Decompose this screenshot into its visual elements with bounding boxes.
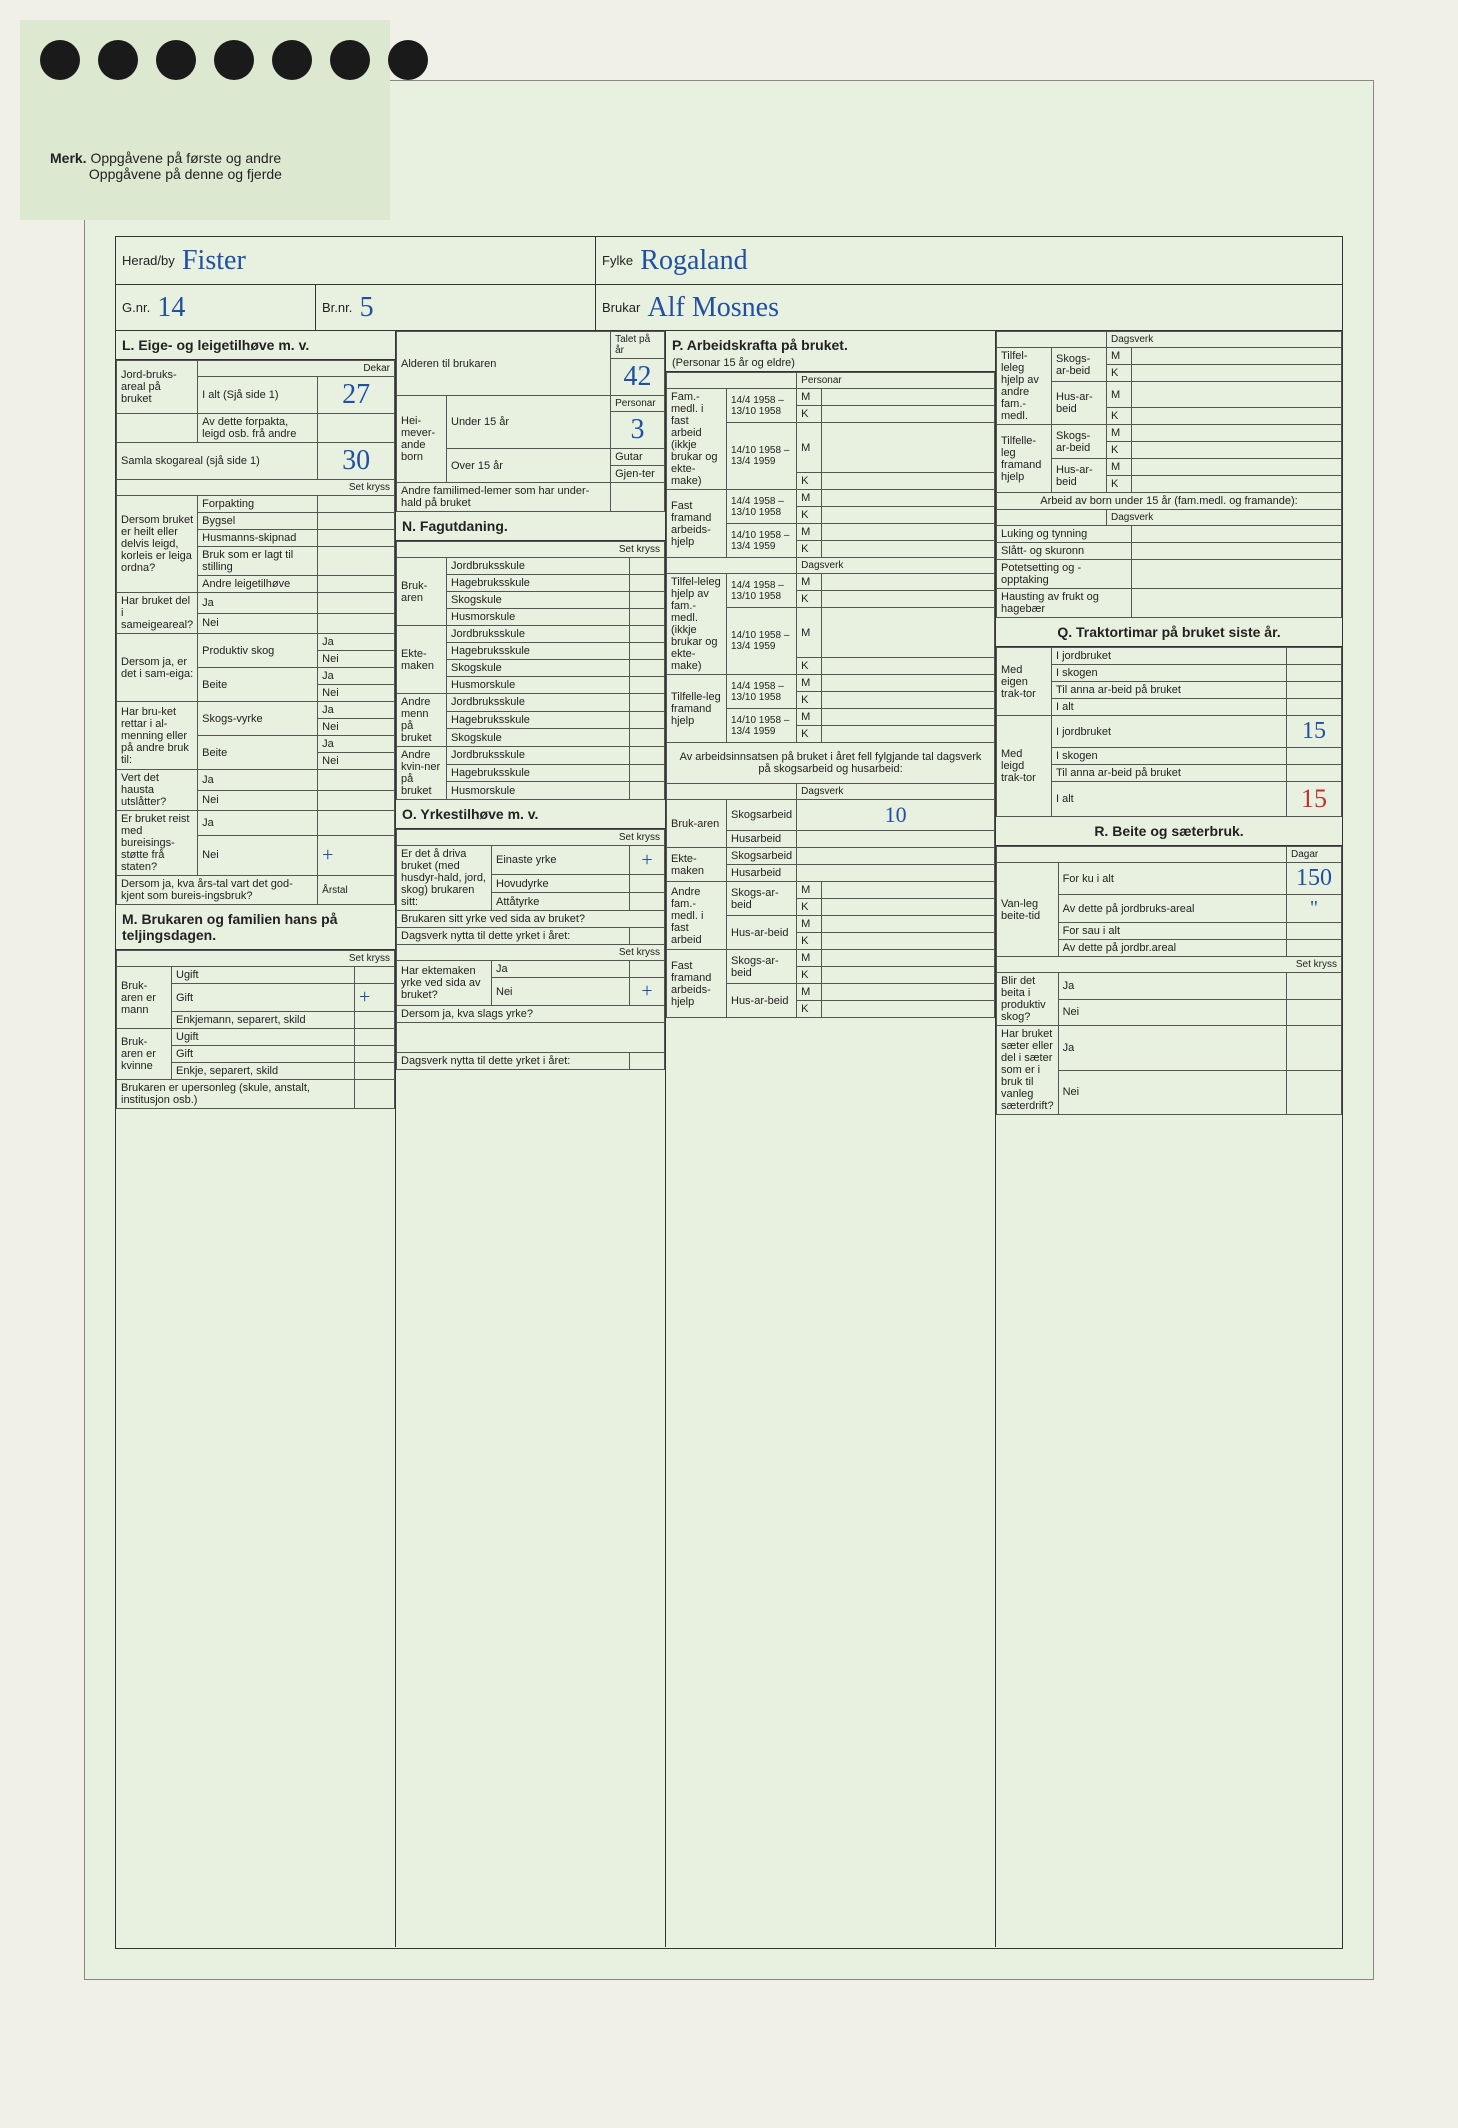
alder-value: 42 (624, 361, 652, 392)
samla-label: Samla skogareal (sjå side 1) (117, 443, 318, 480)
bygsel: Bygsel (198, 513, 318, 530)
mann-label: Bruk-aren er mann (117, 967, 172, 1029)
skogsvyrke: Skogs-vyrke (198, 702, 318, 736)
column-3: P. Arbeidskrafta på bruket. (Personar 15… (666, 331, 996, 1947)
brnr-label: Br.nr. (322, 300, 352, 315)
merk-line1: Oppgåvene på første og andre (90, 150, 281, 166)
section-L-table: Jord-bruks-areal på bruket Dekar I alt (… (116, 360, 395, 905)
gnr-label: G.nr. (122, 300, 150, 315)
section-N-title: N. Fagutdaning. (396, 512, 665, 541)
punch-hole (388, 40, 428, 80)
under15-label: Under 15 år (447, 396, 611, 449)
column-1: L. Eige- og leigetilhøve m. v. Jord-bruk… (116, 331, 396, 1947)
punch-hole (214, 40, 254, 80)
section-R-title: R. Beite og sæterbruk. (996, 817, 1342, 846)
section-M-table: Set kryss Bruk-aren er mann Ugift Gift+ … (116, 950, 395, 1109)
harbrukrettar-label: Har bru-ket rettar i al-menning eller på… (117, 702, 198, 770)
section-Q-title: Q. Traktortimar på bruket siste år. (996, 618, 1342, 647)
husmann: Husmanns-skipnad (198, 530, 318, 547)
fylke-value: Rogaland (640, 245, 747, 277)
section-M-title: M. Brukaren og familien hans på teljings… (116, 905, 395, 950)
punch-card-strip: Merk. Oppgåvene på første og andre Oppgå… (20, 20, 390, 220)
avdette-value: " (1310, 897, 1318, 919)
brukar-label: Brukar (602, 300, 640, 315)
dersom-label: Dersom bruket er heilt eller delvis leig… (117, 496, 198, 593)
age-table: Alderen til brukaren Talet på år 42 Hei-… (396, 331, 665, 512)
avdette-label: Av dette forpakta, leigd osb. frå andre (198, 414, 318, 443)
andrefam: Andre familimed-lemer som har under-hald… (397, 483, 611, 512)
leigd-ialt-value: 15 (1301, 784, 1327, 813)
ja: Ja (198, 593, 318, 614)
section-N-table: Set kryss Bruk-aren Jordbruksskule Hageb… (396, 541, 665, 800)
dersomja-label: Dersom ja, er det i sam-eiga: (117, 634, 198, 702)
punch-hole (156, 40, 196, 80)
section-R-table: Dagar Van-leg beite-tid For ku i alt 150… (996, 846, 1342, 1115)
samla-value: 30 (342, 445, 370, 476)
jordbruk-label: Jord-bruks-areal på bruket (117, 361, 198, 414)
section-L-title: L. Eige- og leigetilhøve m. v. (116, 331, 395, 360)
section-O-table: Set kryss Er det å driva bruket (med hus… (396, 829, 665, 1070)
census-form: Herad/by Fister Fylke Rogaland G.nr. 14 … (115, 236, 1343, 1949)
fylke-label: Fylke (602, 253, 633, 268)
punch-hole (272, 40, 312, 80)
beite: Beite (198, 668, 318, 702)
form-columns: L. Eige- og leigetilhøve m. v. Jord-bruk… (116, 331, 1342, 1947)
gnr-value: 14 (157, 292, 185, 324)
prodskog: Produktiv skog (198, 634, 318, 668)
erdet-label: Er det å driva bruket (med husdyr-hald, … (397, 846, 492, 911)
punch-hole (98, 40, 138, 80)
section-P-title: P. Arbeidskrafta på bruket. (Personar 15… (666, 331, 995, 372)
nei: Nei (198, 613, 318, 634)
dekar-label: Dekar (198, 361, 395, 377)
gift-value: + (359, 986, 370, 1008)
vert-label: Vert det hausta utslåtter? (117, 770, 198, 811)
form-page: Herad/by Fister Fylke Rogaland G.nr. 14 … (84, 80, 1374, 1980)
bruksom: Bruk som er lagt til stilling (198, 547, 318, 576)
arstal-label: Dersom ja, kva års-tal vart det god-kjen… (117, 876, 318, 905)
leigd-jord-value: 15 (1302, 718, 1326, 744)
upersonleg: Brukaren er upersonleg (skule, anstalt, … (117, 1080, 355, 1109)
harbruket-label: Har bruket del i sameigeareal? (117, 593, 198, 634)
section-O-title: O. Yrkestilhøve m. v. (396, 800, 665, 829)
merk-note: Merk. Oppgåvene på første og andre Oppgå… (50, 150, 282, 182)
herad-value: Fister (182, 245, 246, 277)
merk-bold: Merk. (50, 150, 87, 166)
kvinne-label: Bruk-aren er kvinne (117, 1029, 172, 1080)
ialt-label: I alt (Sjå side 1) (198, 377, 318, 414)
ialt-value: 27 (342, 379, 370, 410)
setkryss-L: Set kryss (117, 480, 395, 496)
einaste-value: + (641, 849, 652, 871)
column-2: Alderen til brukaren Talet på år 42 Hei-… (396, 331, 666, 1947)
nei-value: + (322, 844, 333, 866)
nei-value-ekt: + (641, 980, 652, 1002)
punch-hole (40, 40, 80, 80)
brnr-value: 5 (360, 292, 374, 324)
punch-hole (330, 40, 370, 80)
skogsarbeid-value: 10 (885, 802, 907, 827)
alder-label: Alderen til brukaren (397, 332, 611, 396)
section-P-right: Dagsverk Tilfel-leleg hjelp av andre fam… (996, 331, 1342, 618)
punch-holes (40, 40, 428, 80)
brukar-value: Alf Mosnes (648, 292, 779, 324)
merk-line2: Oppgåvene på denne og fjerde (89, 166, 282, 182)
andre-leige: Andre leigetilhøve (198, 576, 318, 593)
section-Q-table: Med eigen trak-tor I jordbruket I skogen… (996, 647, 1342, 817)
reist-label: Er bruket reist med bureisings-støtte fr… (117, 811, 198, 876)
herad-label: Herad/by (122, 253, 175, 268)
section-P-table: Personar Fam.-medl. i fast arbeid (ikkje… (666, 372, 995, 1018)
forku-value: 150 (1296, 865, 1332, 891)
column-4: Dagsverk Tilfel-leleg hjelp av andre fam… (996, 331, 1342, 1947)
forpakting: Forpakting (198, 496, 318, 513)
heimeverande-label: Hei-mever-ande born (397, 396, 447, 483)
under15-value: 3 (631, 414, 645, 445)
